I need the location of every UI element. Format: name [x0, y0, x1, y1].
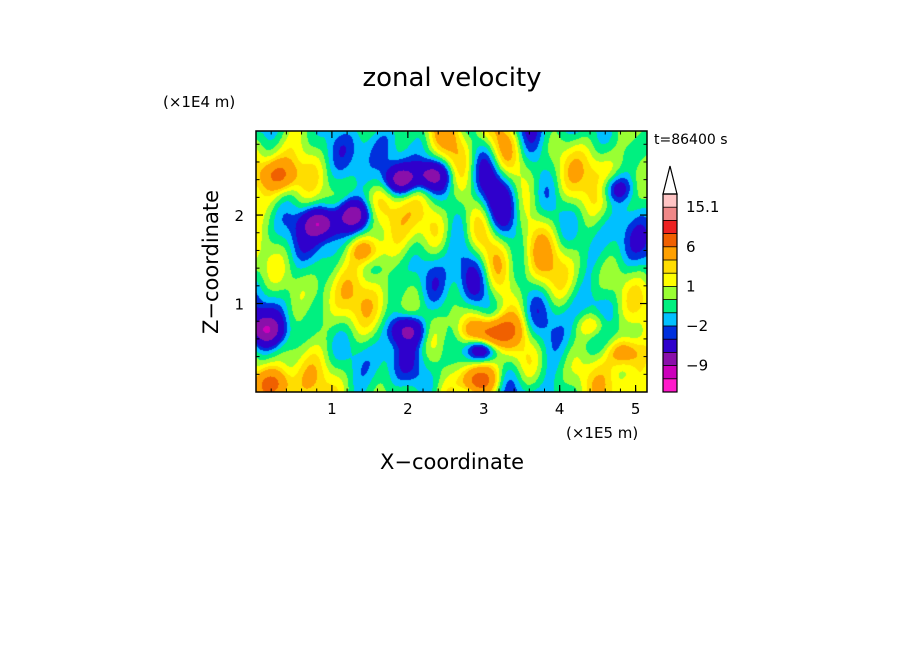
x-tick-label: 2 — [403, 400, 413, 418]
colorbar: −9 −2 1 6 15.1 — [662, 165, 719, 393]
colorbar-segment — [663, 233, 677, 247]
x-tick-label: 4 — [555, 400, 565, 418]
y-axis-label: Z−coordinate — [199, 190, 223, 334]
colorbar-frame — [662, 193, 678, 393]
colorbar-segment — [663, 312, 677, 326]
time-label: t=86400 s — [654, 132, 728, 148]
colorbar-segment — [663, 273, 677, 287]
colorbar-segment — [663, 299, 677, 313]
colorbar-tick-label: 1 — [686, 277, 696, 295]
colorbar-segment — [663, 378, 677, 392]
colorbar-segment — [663, 286, 677, 300]
colorbar-extend-triangle — [662, 165, 678, 195]
x-tick-label: 5 — [631, 400, 641, 418]
colorbar-segment — [663, 246, 677, 260]
x-axis-ticks: 1 2 3 4 5 — [255, 131, 641, 418]
y-tick-label: 2 — [234, 207, 244, 225]
x-axis-unit: (×1E5 m) — [566, 424, 638, 442]
x-tick-label: 1 — [327, 400, 337, 418]
zonal-velocity-field — [256, 131, 647, 392]
y-axis-ticks: 12 — [234, 143, 647, 393]
x-axis-label: X−coordinate — [380, 450, 524, 474]
colorbar-segment — [663, 220, 677, 234]
x-tick-label: 3 — [479, 400, 489, 418]
colorbar-segment — [663, 260, 677, 274]
colorbar-segment — [663, 207, 677, 221]
colorbar-tick-label: −2 — [686, 317, 708, 335]
colorbar-segment — [663, 352, 677, 366]
colorbar-segment — [663, 365, 677, 379]
colorbar-segment — [663, 194, 677, 208]
colorbar-segment — [663, 326, 677, 340]
y-tick-label: 1 — [234, 296, 244, 314]
plot-frame — [255, 130, 648, 393]
colorbar-tick-label: −9 — [686, 357, 708, 375]
colorbar-segment — [663, 339, 677, 353]
colorbar-tick-label: 6 — [686, 238, 696, 256]
colorbar-tick-label: 15.1 — [686, 198, 719, 216]
y-axis-unit: (×1E4 m) — [163, 93, 235, 111]
plot-area — [255, 130, 648, 393]
chart-title: zonal velocity — [362, 63, 541, 93]
